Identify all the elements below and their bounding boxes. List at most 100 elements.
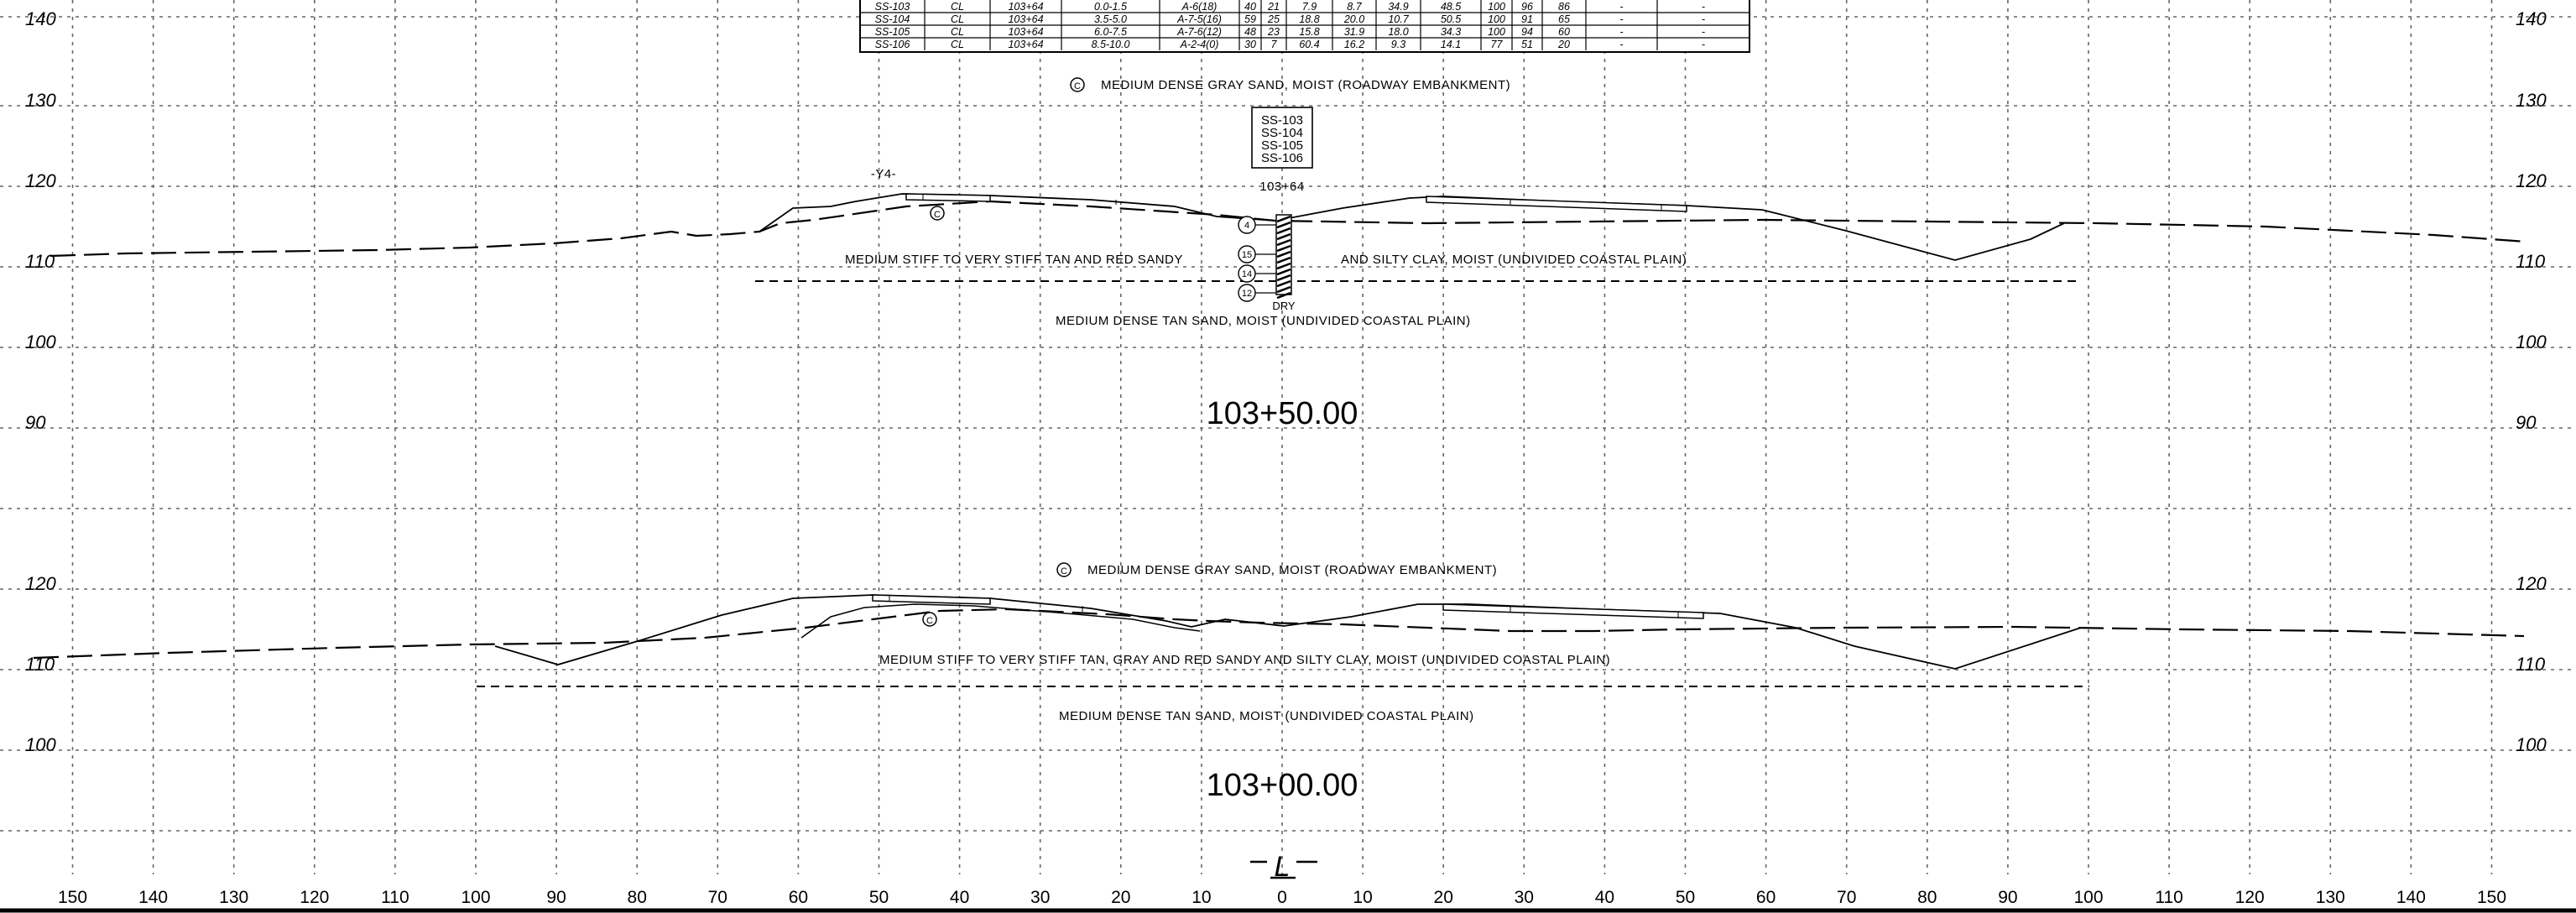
station-tick-label: 140 — [138, 888, 168, 907]
station-tick-label: 110 — [2155, 888, 2182, 907]
table-cell: 6.0-7.5 — [1094, 26, 1127, 38]
upper-sand-note: MEDIUM DENSE TAN SAND, MOIST (UNDIVIDED … — [1056, 314, 1471, 328]
boring-station-label: 103+64 — [1259, 180, 1304, 194]
table-cell: SS-103 — [875, 1, 910, 13]
table-cell: 48.5 — [1441, 1, 1461, 13]
blow-count-value: 14 — [1242, 269, 1252, 279]
table-cell: A-7-6(12) — [1176, 26, 1222, 38]
table-cell: 96 — [1521, 1, 1533, 13]
table-cell: 86 — [1558, 1, 1570, 13]
table-cell: 20 — [1557, 39, 1570, 50]
upper-embankment-symbol-letter: C — [934, 210, 941, 220]
station-tick-label: 140 — [2396, 888, 2426, 907]
table-cell: 30 — [1244, 39, 1256, 50]
blow-count-value: 4 — [1244, 221, 1249, 231]
upper-pavement-left — [905, 193, 991, 202]
station-tick-label: 130 — [219, 888, 248, 907]
table-cell: 3.5-5.0 — [1094, 13, 1127, 25]
elevation-label-left: 120 — [25, 573, 56, 594]
elevation-label-right: 120 — [2516, 170, 2547, 191]
station-tick-label: 120 — [2235, 888, 2265, 907]
elevation-label-right: 110 — [2516, 251, 2546, 272]
lower-embankment-symbol-letter: C — [926, 616, 933, 626]
boring-sample-box — [1251, 107, 1313, 169]
elevation-label-right: 140 — [2516, 8, 2547, 29]
elevation-label-right: 120 — [2516, 573, 2547, 594]
station-tick-label: 40 — [1595, 888, 1614, 907]
grid — [0, 0, 2576, 874]
elevation-label-right: 100 — [2516, 331, 2547, 352]
lab-results-table: SS-103 CL 103+64 0.0-1.5 A-6(18) 40 21 7.9 8.7 34… — [859, 0, 1750, 53]
station-tick-label: 40 — [950, 888, 969, 907]
table-cell: CL — [951, 1, 964, 13]
station-tick-label: 130 — [2316, 888, 2345, 907]
upper-clay-note-left: MEDIUM STIFF TO VERY STIFF TAN AND RED S… — [845, 253, 1183, 267]
table-cell: - — [1702, 39, 1705, 50]
blow-count-value: 15 — [1242, 250, 1252, 260]
table-cell: A-6(18) — [1181, 1, 1218, 13]
table-cell: 65 — [1558, 13, 1570, 25]
centerline-symbol: L — [1250, 851, 1317, 883]
table-cell: 10.7 — [1388, 13, 1409, 25]
upper-embankment-note-symbol-icon — [1070, 77, 1085, 92]
table-cell: A-7-5(16) — [1176, 13, 1222, 25]
table-cell: 103+64 — [1008, 1, 1043, 13]
table-cell: 100 — [1488, 26, 1505, 38]
table-cell: 7 — [1271, 39, 1278, 50]
table-cell: 34.9 — [1388, 1, 1408, 13]
station-tick-label: 0 — [1277, 888, 1287, 907]
table-cell: 94 — [1521, 26, 1533, 38]
table-cell: 103+64 — [1008, 13, 1043, 25]
table-cell: 103+64 — [1008, 39, 1043, 50]
table-cell: A-2-4(0) — [1180, 39, 1219, 50]
table-cell: 18.0 — [1388, 26, 1408, 38]
table-cell: 103+64 — [1008, 26, 1043, 38]
station-tick-label: 70 — [1837, 888, 1856, 907]
table-cell: CL — [951, 39, 964, 50]
station-tick-label: 80 — [628, 888, 647, 907]
upper-embankment-note-symbol-letter: C — [1074, 81, 1081, 91]
table-cell: 8.5-10.0 — [1092, 39, 1130, 50]
station-tick-label: 10 — [1353, 888, 1372, 907]
upper-embankment-symbol-icon — [930, 206, 945, 221]
table-cell: 77 — [1491, 39, 1504, 50]
table-cell: 100 — [1488, 1, 1505, 13]
table-cell: 0.0-1.5 — [1094, 1, 1127, 13]
table-cell: 48 — [1244, 26, 1256, 38]
lower-embankment-symbol-icon — [922, 612, 937, 627]
upper-alignment-label: -Y4- — [871, 167, 896, 181]
boring-sample-id: SS-103 — [1261, 113, 1303, 128]
elevation-label-left: 140 — [25, 8, 56, 29]
table-cell: 60 — [1558, 26, 1570, 38]
lower-cross-section: C C MEDIUM DENSE GRAY SAND, MOIST (ROADW… — [33, 562, 2525, 803]
elevation-label-left: 100 — [25, 331, 56, 352]
lower-pavement-right — [1442, 603, 1704, 619]
station-axis: 150 140 130 120 110 100 90 80 70 60 50 40 30 20 10 0 10 2… — [58, 888, 2506, 907]
station-tick-label: 50 — [869, 888, 889, 907]
table-cell: 59 — [1244, 13, 1256, 25]
table-cell: SS-104 — [875, 13, 910, 25]
table-cell: 7.9 — [1302, 1, 1317, 13]
blow-count-value: 12 — [1242, 289, 1252, 299]
boring-sample-id: SS-104 — [1261, 126, 1303, 140]
table-cell: - — [1702, 13, 1705, 25]
upper-embankment-note: MEDIUM DENSE GRAY SAND, MOIST (ROADWAY E… — [1101, 78, 1510, 92]
upper-cross-section: C -Y4- C MEDIUM DENSE GRAY SAND, MOIST (… — [50, 77, 2526, 431]
station-tick-label: 30 — [1515, 888, 1534, 907]
table-cell: 25 — [1267, 13, 1280, 25]
lower-station-title: 103+00.00 — [1207, 768, 1358, 803]
table-cell: 16.2 — [1344, 39, 1364, 50]
station-tick-label: 90 — [546, 888, 566, 907]
table-cell: - — [1619, 26, 1623, 38]
station-tick-label: 50 — [1676, 888, 1695, 907]
table-cell: 51 — [1521, 39, 1533, 50]
elevation-label-right: 110 — [2516, 654, 2546, 675]
table-cell: - — [1619, 39, 1623, 50]
table-cell: - — [1619, 1, 1623, 13]
table-cell: 31.9 — [1344, 26, 1364, 38]
lower-sand-note: MEDIUM DENSE TAN SAND, MOIST (UNDIVIDED … — [1059, 709, 1474, 723]
station-tick-label: 150 — [58, 888, 87, 907]
centerline-label: L — [1275, 851, 1291, 883]
